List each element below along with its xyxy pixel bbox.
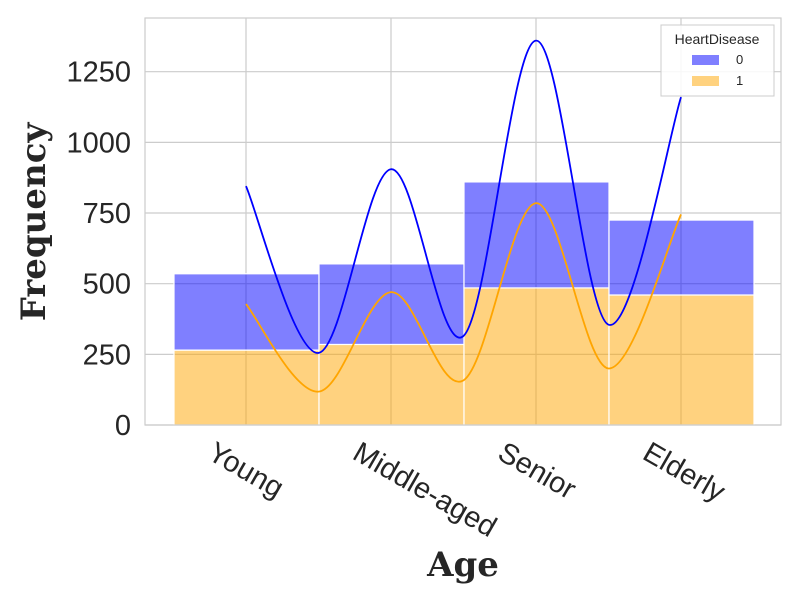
x-axis-title: Age [426, 545, 499, 585]
kde-curves [245, 39, 682, 393]
plot-frame [144, 17, 782, 426]
bar-series-1-elderly [608, 294, 755, 426]
y-tick-label: 1250 [66, 57, 131, 89]
y-tick-label: 500 [83, 269, 131, 301]
kde-curve-series-1 [245, 202, 682, 393]
y-tick-label: 250 [83, 339, 131, 371]
bar-series-0-elderly [608, 219, 755, 296]
x-tick-label-elderly: Elderly [638, 436, 731, 508]
x-tick-label-young: Young [203, 436, 289, 504]
bar-series-0-middle-aged [318, 263, 465, 346]
kde-curve-series-0 [245, 39, 682, 354]
legend-label-1: 1 [736, 73, 743, 88]
bar-series-0-senior [463, 181, 610, 289]
legend: HeartDisease 0 1 [660, 24, 775, 97]
legend-swatch-0 [692, 55, 719, 65]
y-tick-label: 750 [83, 198, 131, 230]
bar-series-1-middle-aged [318, 343, 465, 426]
y-axis-ticks: 0 250 500 750 1000 1250 [66, 57, 131, 442]
y-axis-title: Frequency [14, 122, 54, 322]
bar-series-1-senior [463, 287, 610, 426]
y-tick-label: 0 [115, 410, 131, 442]
bars [173, 181, 755, 426]
x-tick-label-middle-aged: Middle-aged [348, 436, 502, 544]
bar-series-1-young [173, 349, 320, 426]
legend-swatch-1 [692, 76, 719, 86]
legend-label-0: 0 [736, 52, 743, 67]
legend-title: HeartDisease [675, 31, 760, 47]
y-tick-label: 1000 [66, 127, 131, 159]
bar-series-0-young [173, 273, 320, 351]
x-tick-label-senior: Senior [493, 436, 582, 506]
